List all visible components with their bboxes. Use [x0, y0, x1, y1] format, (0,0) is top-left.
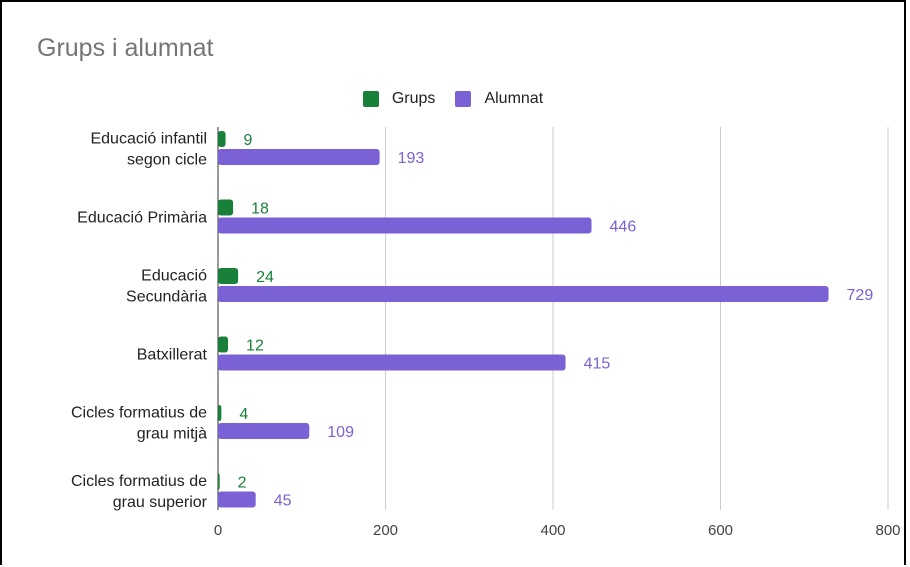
- legend-swatch-grups: [362, 91, 379, 107]
- data-label-alumnat: 193: [398, 150, 425, 167]
- x-tick-label: 0: [214, 522, 222, 539]
- x-tick-label: 400: [540, 522, 565, 539]
- legend-swatch-alumnat: [455, 91, 472, 107]
- bar-alumnat: [218, 217, 592, 234]
- category-label: Cicles formatius de: [71, 405, 207, 422]
- data-label-grups: 9: [244, 132, 253, 149]
- bar-grups: [218, 268, 239, 284]
- category-label: grau mitjà: [137, 426, 207, 443]
- data-label-grups: 2: [238, 475, 247, 492]
- category-label: Educació Primària: [77, 210, 207, 227]
- legend-label-grups: Grups: [391, 90, 436, 107]
- bar-alumnat: [218, 286, 829, 302]
- data-label-grups: 24: [256, 269, 274, 286]
- bar-alumnat: [218, 423, 310, 439]
- bar-grups: [218, 473, 220, 490]
- bar-alumnat: [218, 149, 380, 165]
- category-label: Educació: [141, 268, 207, 285]
- category-label: grau superior: [113, 494, 208, 511]
- data-label-alumnat: 45: [274, 493, 292, 510]
- category-label: Secundària: [126, 289, 207, 306]
- legend-label-alumnat: Alumnat: [484, 90, 544, 107]
- chart-legend: Grups Alumnat: [0, 90, 906, 108]
- data-label-grups: 18: [251, 201, 269, 218]
- legend-item-grups[interactable]: Grups: [362, 90, 436, 108]
- data-label-grups: 4: [239, 406, 248, 423]
- bar-grups: [218, 405, 222, 421]
- data-label-alumnat: 415: [584, 356, 611, 373]
- category-label: segon cicle: [127, 152, 207, 169]
- bar-grups: [218, 131, 226, 147]
- x-tick-label: 200: [373, 522, 398, 539]
- data-label-grups: 12: [246, 338, 264, 355]
- bar-alumnat: [218, 354, 566, 371]
- category-label: Batxillerat: [137, 347, 208, 364]
- x-tick-label: 600: [708, 522, 733, 539]
- category-label: Educació infantil: [90, 131, 207, 148]
- bar-grups: [218, 336, 229, 353]
- chart-title: Grups i alumnat: [37, 34, 214, 62]
- category-label: Cicles formatius de: [71, 473, 207, 490]
- bar-alumnat: [218, 491, 256, 508]
- data-label-alumnat: 446: [610, 219, 637, 236]
- bar-grups: [218, 199, 234, 216]
- x-tick-label: 800: [875, 522, 900, 539]
- data-label-alumnat: 729: [847, 287, 874, 304]
- legend-item-alumnat[interactable]: Alumnat: [455, 90, 543, 108]
- data-label-alumnat: 109: [327, 424, 354, 441]
